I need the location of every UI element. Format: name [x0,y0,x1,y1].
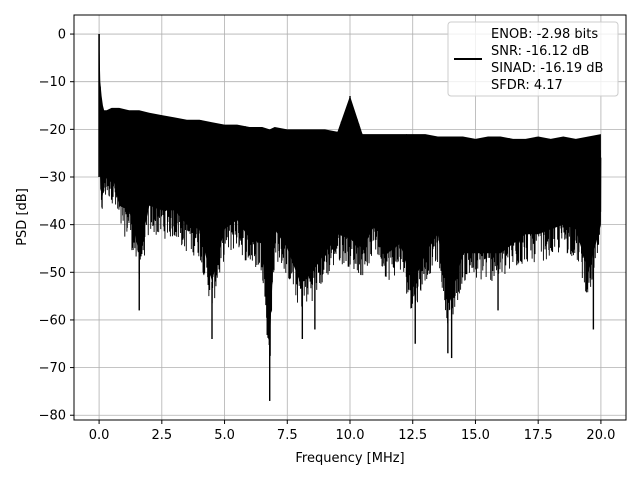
legend-line-snr: SNR: -16.12 dB [491,44,589,59]
legend: ENOB: -2.98 bits SNR: -16.12 dB SINAD: -… [447,21,619,97]
x-tick-label: 12.5 [398,428,427,443]
x-axis-label: Frequency [MHz] [295,451,404,466]
x-tick-label: 10.0 [336,428,365,443]
x-tick-label: 17.5 [524,428,553,443]
y-tick-label: −50 [39,266,66,281]
y-tick-label: −80 [39,409,66,424]
x-tick-label: 15.0 [461,428,490,443]
legend-box [447,21,619,97]
psd-series [98,34,602,401]
x-tick-label: 20.0 [586,428,615,443]
legend-line-enob: ENOB: -2.98 bits [491,27,598,42]
y-tick-label: −40 [39,218,66,233]
x-tick-label: 2.5 [151,428,172,443]
x-tick-label: 0.0 [89,428,110,443]
y-tick-label: −70 [39,361,66,376]
legend-line-sfdr: SFDR: 4.17 [491,78,563,93]
y-tick-label: −10 [39,75,66,90]
x-tick-label: 5.0 [214,428,235,443]
y-tick-label: 0 [58,28,66,43]
y-tick-label: −30 [39,171,66,186]
x-tick-label: 7.5 [277,428,298,443]
y-tick-label: −20 [39,123,66,138]
y-tick-label: −60 [39,313,66,328]
y-axis-ticks: 0 −10 −20 −30 −40 −50 −60 −70 −80 [39,28,74,424]
y-axis-label: PSD [dB] [15,188,30,246]
x-axis-ticks: 0.0 2.5 5.0 7.5 10.0 12.5 15.0 17.5 20.0 [89,420,615,443]
legend-line-sinad: SINAD: -16.19 dB [491,61,603,76]
